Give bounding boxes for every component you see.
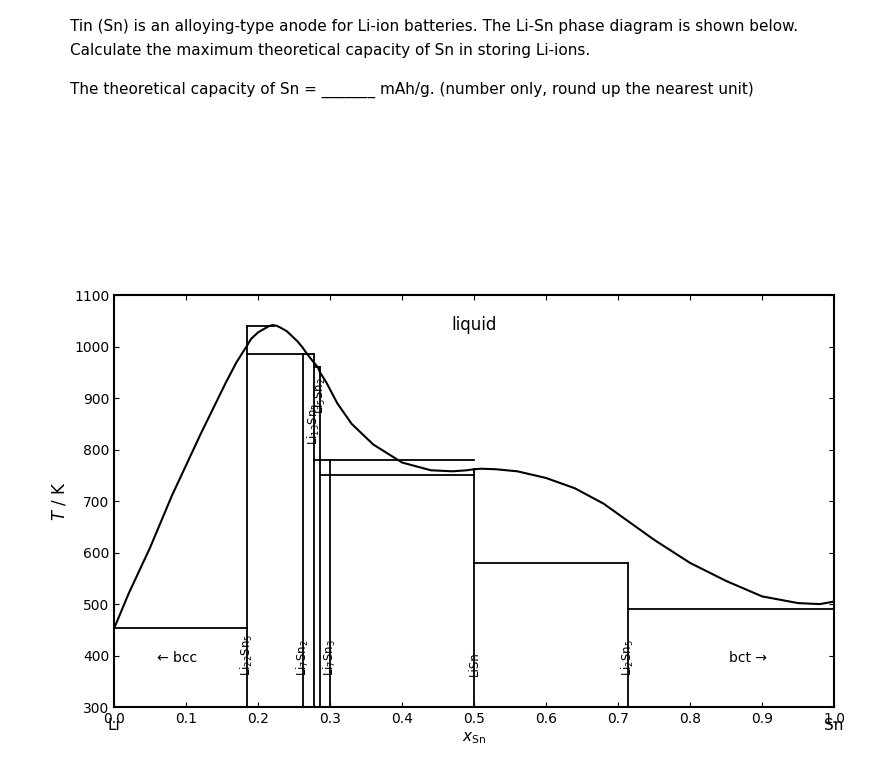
Text: The theoretical capacity of Sn = _______ mAh/g. (number only, round up the neare: The theoretical capacity of Sn = _______… bbox=[70, 82, 753, 98]
Text: bct →: bct → bbox=[728, 651, 766, 665]
Text: Li$_{22}$Sn$_5$: Li$_{22}$Sn$_5$ bbox=[239, 634, 255, 676]
Y-axis label: $T$ / K: $T$ / K bbox=[50, 482, 68, 521]
Text: ← bcc: ← bcc bbox=[157, 651, 197, 665]
Text: $x_\mathrm{Sn}$: $x_\mathrm{Sn}$ bbox=[461, 730, 486, 746]
Text: Li$_7$Sn$_3$: Li$_7$Sn$_3$ bbox=[322, 639, 338, 676]
Text: liquid: liquid bbox=[451, 316, 496, 334]
Text: Li: Li bbox=[108, 719, 120, 733]
Text: LiSn: LiSn bbox=[467, 651, 480, 676]
Text: Li$_{13}$Sn$_5$: Li$_{13}$Sn$_5$ bbox=[305, 402, 321, 444]
Text: Calculate the maximum theoretical capacity of Sn in storing Li-ions.: Calculate the maximum theoretical capaci… bbox=[70, 43, 590, 57]
Text: Tin (Sn) is an alloying-type anode for Li-ion batteries. The Li-Sn phase diagram: Tin (Sn) is an alloying-type anode for L… bbox=[70, 19, 797, 34]
Text: Sn: Sn bbox=[824, 719, 843, 733]
Text: Li$_5$Sn$_2$: Li$_5$Sn$_2$ bbox=[311, 377, 328, 413]
Text: Li$_7$Sn$_2$: Li$_7$Sn$_2$ bbox=[295, 639, 310, 676]
Text: Li$_2$Sn$_5$: Li$_2$Sn$_5$ bbox=[619, 639, 636, 676]
